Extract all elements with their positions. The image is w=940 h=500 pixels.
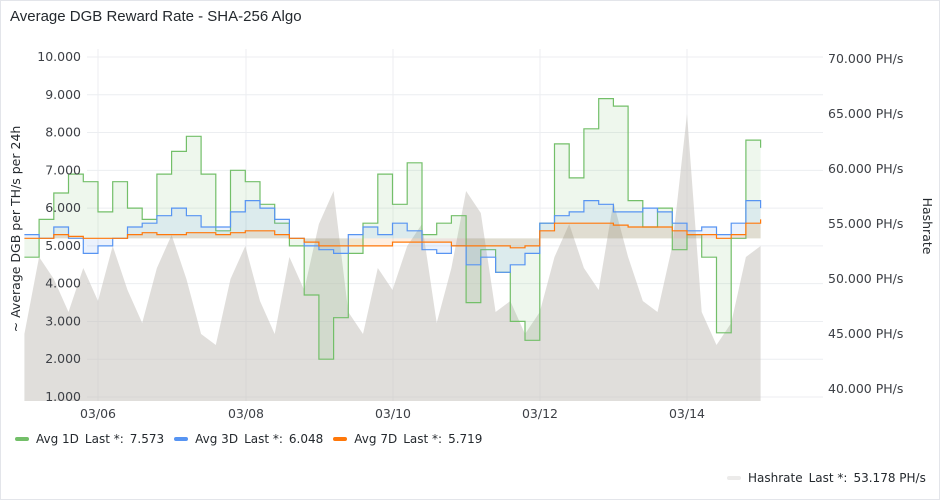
series-line-2 — [24, 219, 762, 249]
y-tick-right: 60.000 PH/s — [828, 161, 903, 176]
x-tick: 03/06 — [80, 406, 116, 421]
legend-last-label-hashrate: Last *: — [808, 471, 848, 485]
series-fill-1 — [24, 200, 761, 273]
legend-label-avg-1d: Avg 1D — [36, 432, 79, 446]
x-tick: 03/14 — [669, 406, 705, 421]
legend-swatch-avg-3d — [174, 437, 189, 441]
y-tick-left: 1.000 — [45, 389, 81, 404]
y-tick-right: 65.000 PH/s — [828, 106, 903, 121]
y-tick-left: 10.000 — [37, 49, 81, 64]
series-layer — [24, 98, 762, 360]
panel-title: Average DGB Reward Rate - SHA-256 Algo — [10, 8, 302, 25]
legend-item-hashrate[interactable]: Hashrate Last *: 53.178 PH/s — [727, 471, 926, 485]
y-tick-left: 4.000 — [45, 276, 81, 291]
left-axis-title: ~ Average DGB per TH/s per 24h — [8, 126, 23, 333]
y-tick-left: 9.000 — [45, 87, 81, 102]
legend-label-avg-7d: Avg 7D — [354, 432, 398, 446]
legend-last-label-avg-7d: Last *: — [403, 432, 443, 446]
hashrate-area — [24, 114, 761, 401]
legend-last-value-hashrate: 53.178 PH/s — [853, 471, 926, 485]
legend-last-value-avg-7d: 5.719 — [448, 432, 483, 446]
legend-last-value-avg-3d: 6.048 — [288, 432, 324, 446]
legend-swatch-hashrate — [727, 476, 741, 480]
legend-label-avg-3d: Avg 3D — [195, 432, 239, 446]
legend-item-avg-7d[interactable]: Avg 7D Last *: 5.719 — [333, 432, 482, 446]
legend-main: Avg 1D Last *: 7.573 Avg 3D Last *: 6.04… — [15, 432, 492, 446]
legend-swatch-avg-1d — [15, 437, 29, 441]
legend-hashrate: Hashrate Last *: 53.178 PH/s — [727, 471, 936, 485]
y-tick-left: 2.000 — [45, 351, 81, 366]
y-tick-right: 50.000 PH/s — [828, 271, 903, 286]
legend-last-label-avg-3d: Last *: — [244, 432, 283, 446]
legend-item-avg-3d[interactable]: Avg 3D Last *: 6.048 — [174, 432, 323, 446]
legend-last-label-avg-1d: Last *: — [84, 432, 124, 446]
axis-ticks: 1.000 2.000 3.000 4.000 5.000 6.000 7.000 8.000… — [37, 49, 903, 421]
y-tick-left: 3.000 — [45, 313, 81, 328]
y-tick-left: 8.000 — [45, 125, 81, 140]
series-line-1 — [24, 200, 762, 273]
y-tick-right: 70.000 PH/s — [828, 51, 903, 66]
legend-last-value-avg-1d: 7.573 — [129, 432, 165, 446]
legend-label-hashrate: Hashrate — [748, 471, 803, 485]
right-axis-title: Hashrate — [920, 198, 935, 255]
legend-swatch-avg-7d — [333, 437, 348, 441]
legend-item-avg-1d[interactable]: Avg 1D Last *: 7.573 — [15, 432, 164, 446]
y-tick-right: 55.000 PH/s — [828, 216, 903, 231]
y-tick-right: 40.000 PH/s — [828, 381, 903, 396]
series-fill-2 — [24, 219, 761, 248]
x-tick: 03/12 — [522, 406, 558, 421]
x-tick: 03/08 — [228, 406, 264, 421]
y-tick-left: 7.000 — [45, 162, 81, 177]
y-tick-right: 45.000 PH/s — [828, 326, 903, 341]
x-tick: 03/10 — [375, 406, 411, 421]
y-tick-left: 5.000 — [45, 238, 81, 253]
y-tick-left: 6.000 — [45, 200, 81, 215]
hashrate-layer — [24, 114, 761, 401]
